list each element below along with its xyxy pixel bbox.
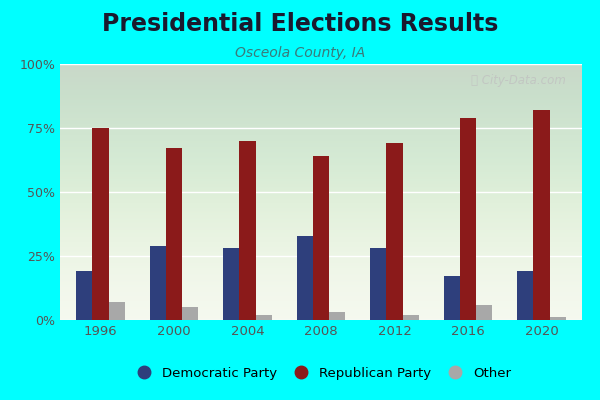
- Bar: [166, 148, 182, 320]
- Bar: [444, 276, 460, 320]
- Bar: [223, 248, 239, 320]
- Bar: [533, 110, 550, 320]
- Bar: [239, 141, 256, 320]
- Text: Presidential Elections Results: Presidential Elections Results: [102, 12, 498, 36]
- Bar: [313, 156, 329, 320]
- Bar: [460, 118, 476, 320]
- Bar: [182, 307, 198, 320]
- Bar: [476, 305, 493, 320]
- Bar: [92, 128, 109, 320]
- Bar: [517, 271, 533, 320]
- Bar: [386, 143, 403, 320]
- Bar: [256, 315, 272, 320]
- Bar: [297, 236, 313, 320]
- Text: Osceola County, IA: Osceola County, IA: [235, 46, 365, 60]
- Bar: [329, 312, 345, 320]
- Bar: [109, 302, 125, 320]
- Bar: [370, 248, 386, 320]
- Bar: [76, 271, 92, 320]
- Legend: Democratic Party, Republican Party, Other: Democratic Party, Republican Party, Othe…: [125, 362, 517, 385]
- Text: ⓘ City-Data.com: ⓘ City-Data.com: [472, 74, 566, 87]
- Bar: [550, 318, 566, 320]
- Bar: [149, 246, 166, 320]
- Bar: [403, 315, 419, 320]
